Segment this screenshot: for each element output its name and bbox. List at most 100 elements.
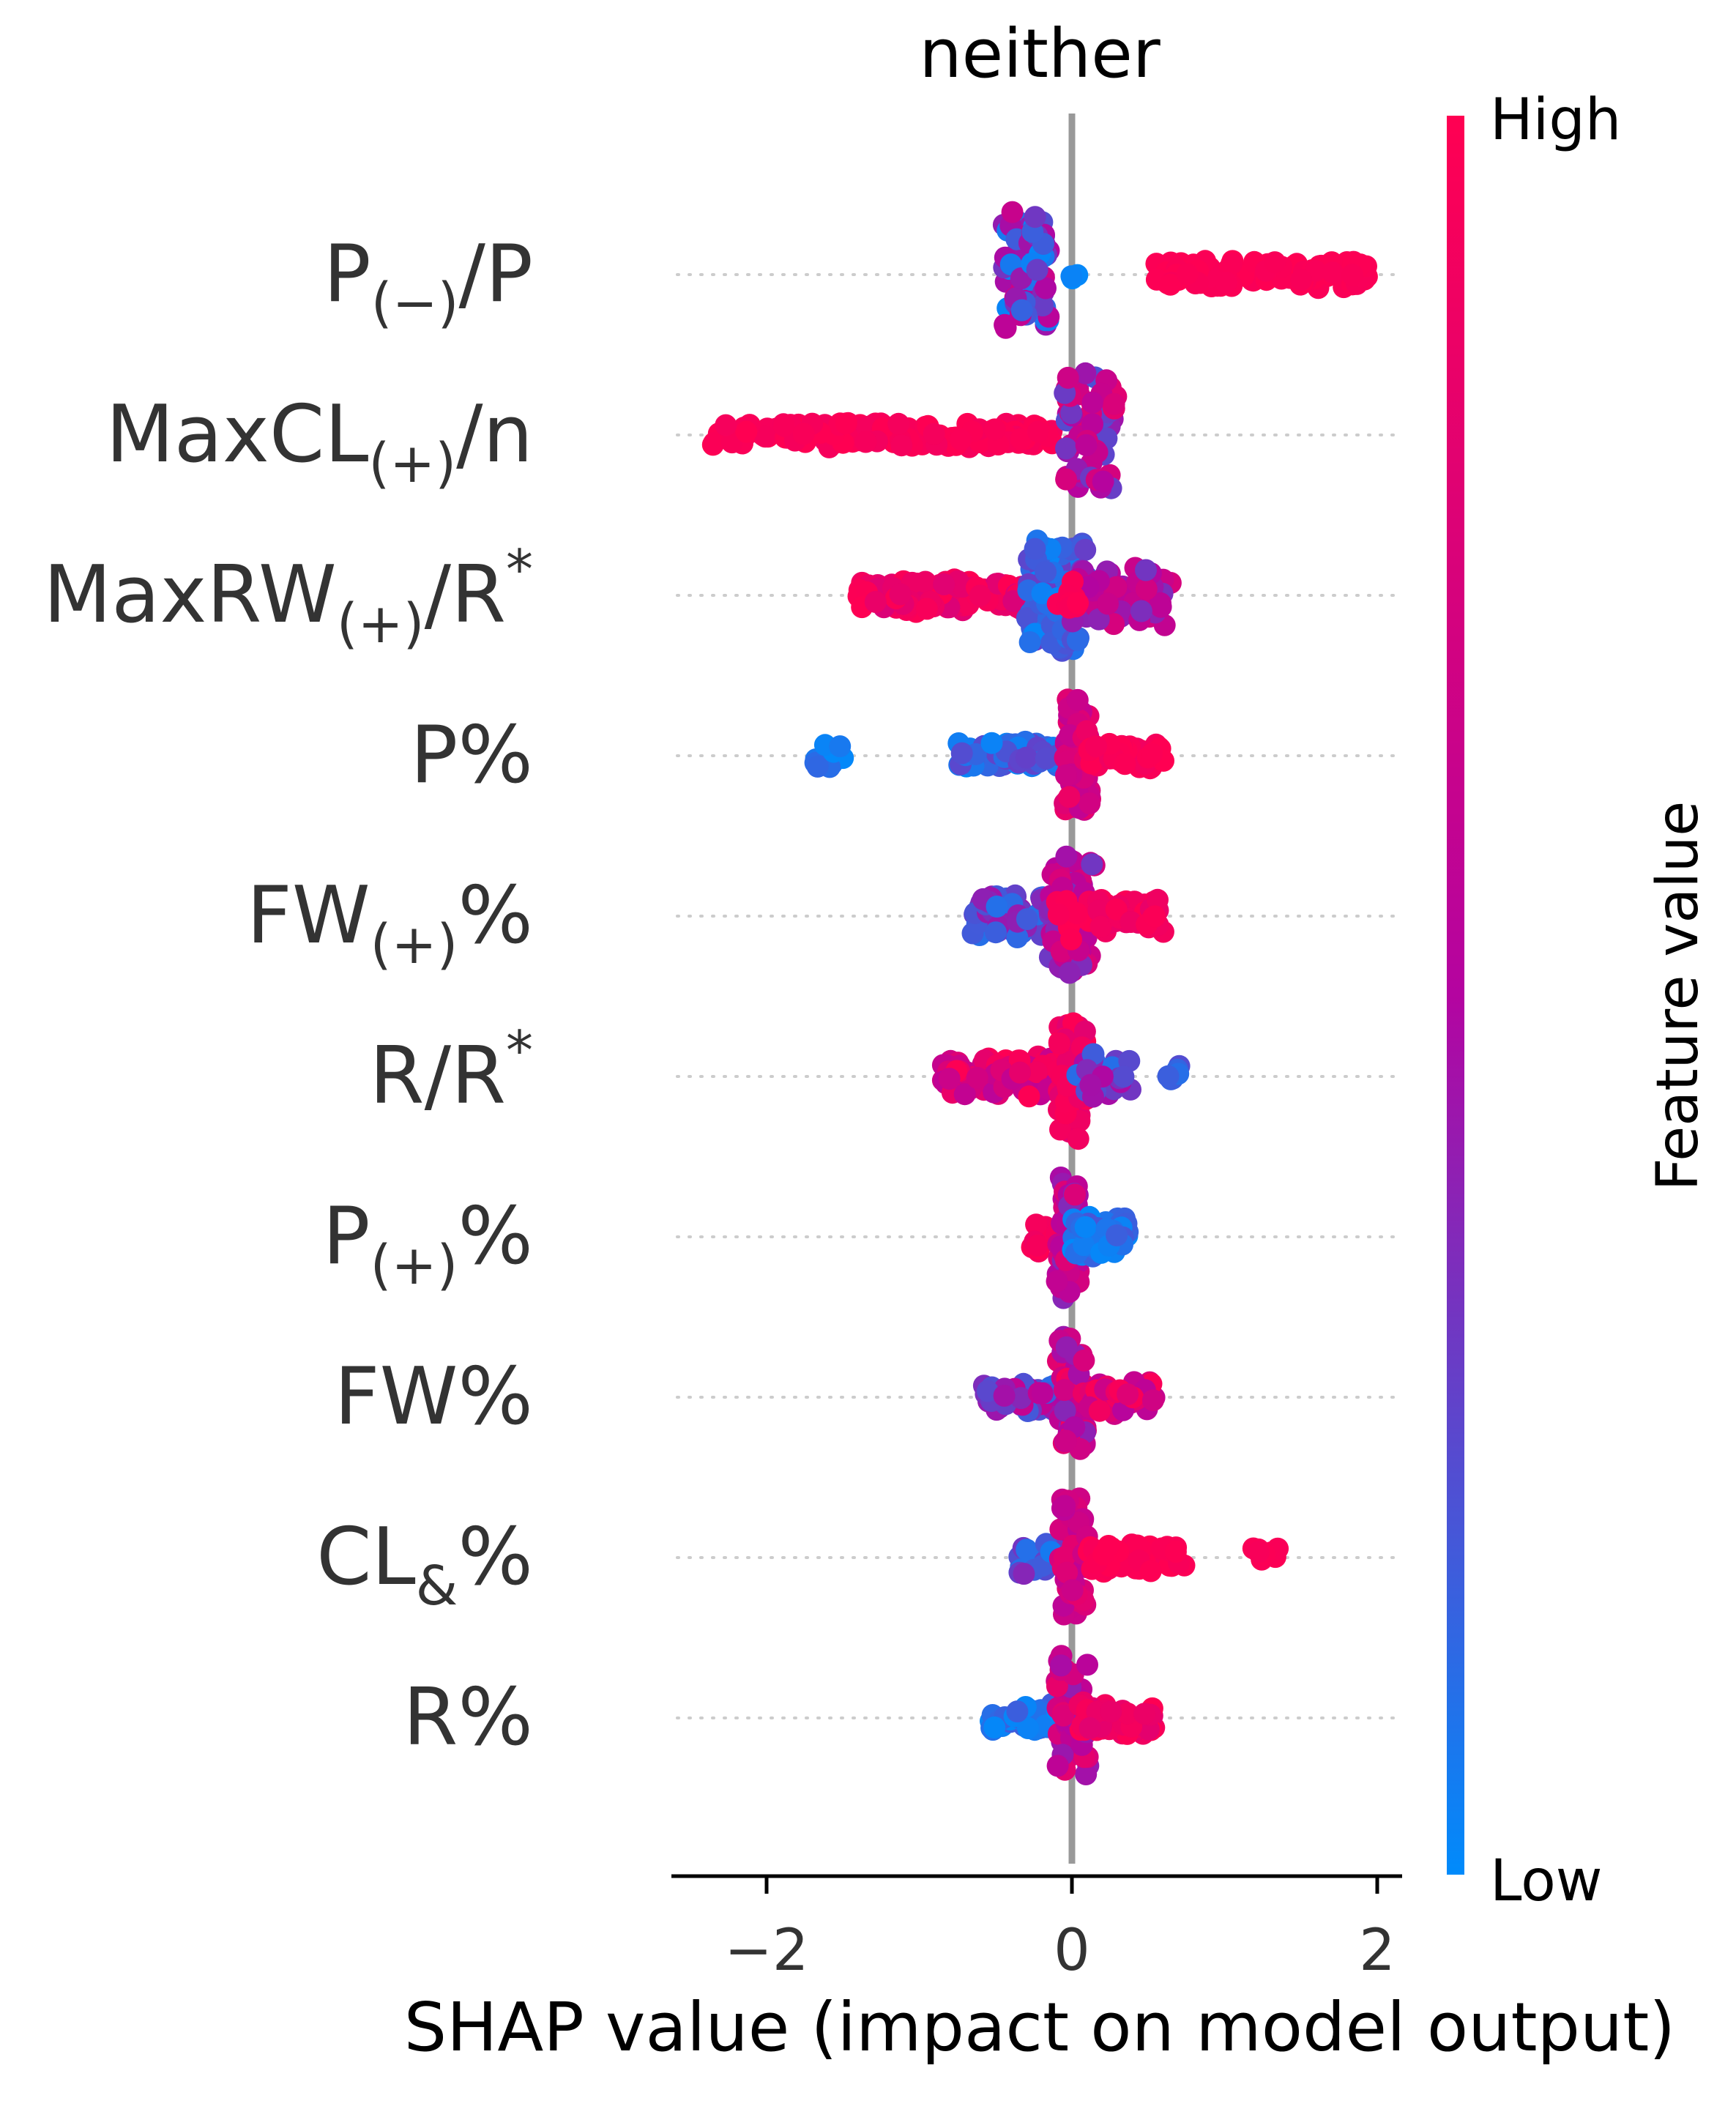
feature-label-rstar_over_r: R/R*: [370, 1019, 533, 1122]
x-tick-label: −2: [725, 1918, 809, 1984]
feature-label-p_pos_pct: P(+)%: [322, 1191, 533, 1297]
shap-point: [1248, 1541, 1270, 1563]
shap-point: [1009, 1061, 1031, 1084]
shap-point: [1079, 1716, 1101, 1739]
shap-point: [1079, 792, 1101, 815]
shap-point: [950, 742, 973, 765]
shap-point: [1035, 561, 1057, 583]
shap-point: [1024, 538, 1046, 560]
shap-point: [983, 418, 1006, 441]
row-guides: [676, 273, 1396, 1719]
shap-point: [1056, 1561, 1079, 1584]
shap-point: [993, 1385, 1016, 1407]
shap-point: [1010, 428, 1032, 450]
shap-point: [915, 598, 938, 620]
shap-point: [1106, 1224, 1128, 1246]
shap-point: [950, 428, 972, 451]
feature-labels: P(−)/P MaxCL(+)/n MaxRW(+)/R* P% FW(+)% R/R* P…: [43, 228, 533, 1763]
shap-point: [1075, 434, 1098, 456]
shap-point: [887, 412, 910, 435]
shap-point: [1058, 961, 1081, 984]
shap-point: [754, 425, 777, 448]
shap-point: [1141, 743, 1163, 765]
colorbar-low-label: Low: [1490, 1848, 1603, 1914]
shap-point: [1157, 1065, 1180, 1087]
shap-point: [1139, 1560, 1162, 1582]
shap-point: [1322, 261, 1344, 284]
shap-point: [1290, 269, 1313, 291]
shap-point: [1035, 277, 1057, 300]
shap-point: [985, 921, 1007, 944]
shap-point: [1264, 251, 1286, 274]
shap-point: [1055, 468, 1078, 491]
shap-point: [890, 434, 913, 457]
shap-point: [1018, 631, 1041, 653]
shap-point: [1052, 1704, 1075, 1727]
shap-point: [969, 584, 991, 607]
shap-point: [1027, 420, 1049, 443]
shap-point: [1066, 629, 1089, 652]
shap-point: [1081, 853, 1103, 876]
shap-point: [1015, 746, 1037, 769]
shap-point: [1074, 538, 1097, 561]
shap-point: [1141, 1389, 1164, 1412]
swarm-p_neg_over_p: [992, 201, 1378, 339]
shap-point: [792, 423, 815, 445]
shap-point: [1079, 1074, 1102, 1096]
shap-point: [703, 431, 726, 454]
shap-point: [966, 1066, 988, 1089]
swarm-fw_pct: [972, 1325, 1166, 1460]
shap-point: [1076, 1654, 1098, 1676]
shap-point: [806, 755, 829, 778]
shap-point: [1073, 1349, 1095, 1372]
shap-point: [1130, 600, 1152, 622]
shap-point: [933, 573, 955, 595]
swarm-p_pos_pct: [1021, 1167, 1139, 1309]
shap-point: [1105, 576, 1128, 598]
shap-point: [1025, 1213, 1048, 1236]
swarm-r_pct: [980, 1645, 1166, 1785]
shap-point: [1087, 899, 1110, 922]
shap-point: [1114, 753, 1136, 775]
shap-point: [980, 732, 1003, 754]
feature-label-cl_amp_pct: CL&%: [316, 1511, 533, 1618]
shap-point: [1144, 905, 1166, 928]
shap-point: [1147, 888, 1169, 911]
shap-point: [1053, 1379, 1076, 1402]
swarm-maxrw_pos_over_rstar: [847, 529, 1182, 662]
shap-point: [1117, 1383, 1139, 1406]
feature-label-r_pct: R%: [403, 1672, 533, 1763]
shap-point: [854, 431, 877, 453]
shap-point: [1046, 1755, 1069, 1777]
shap-point: [835, 412, 857, 435]
shap-point: [1048, 1032, 1070, 1054]
shap-point: [1215, 272, 1237, 294]
shap-point: [735, 420, 758, 443]
colorbar-high-label: High: [1490, 87, 1621, 153]
shap-point: [1117, 1702, 1139, 1725]
shap-point: [1220, 253, 1243, 275]
shap-point: [1074, 362, 1097, 384]
shap-point: [864, 591, 887, 613]
shap-point: [923, 423, 945, 445]
shap-point: [976, 1380, 999, 1402]
feature-label-fw_pos_pct: FW(+)%: [247, 870, 533, 976]
shap-point: [1089, 915, 1112, 938]
shap-point: [1031, 1382, 1054, 1405]
shap-point: [1054, 1399, 1076, 1422]
shap-point: [1018, 1085, 1040, 1108]
shap-point: [829, 735, 852, 758]
shap-point: [953, 1083, 976, 1106]
shap-point: [1060, 928, 1082, 951]
shap-point: [1105, 898, 1128, 920]
shap-point: [1006, 926, 1029, 948]
swarm-cl_amp_pct: [1008, 1487, 1289, 1626]
shap-point: [1164, 1541, 1187, 1563]
shap-point: [1064, 1183, 1087, 1206]
shap-point: [1060, 265, 1083, 288]
swarm-fw_pos_pct: [961, 845, 1174, 984]
shap-point: [1133, 1703, 1156, 1725]
shap-point: [1061, 1579, 1084, 1602]
shap-point: [1001, 201, 1024, 223]
